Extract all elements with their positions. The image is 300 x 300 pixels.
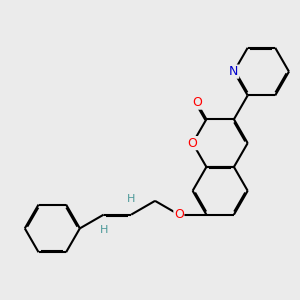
Text: H: H [100, 225, 108, 235]
Text: H: H [127, 194, 135, 205]
Text: N: N [229, 65, 239, 78]
Text: O: O [192, 96, 202, 109]
Text: O: O [188, 136, 198, 150]
Text: O: O [174, 208, 184, 221]
